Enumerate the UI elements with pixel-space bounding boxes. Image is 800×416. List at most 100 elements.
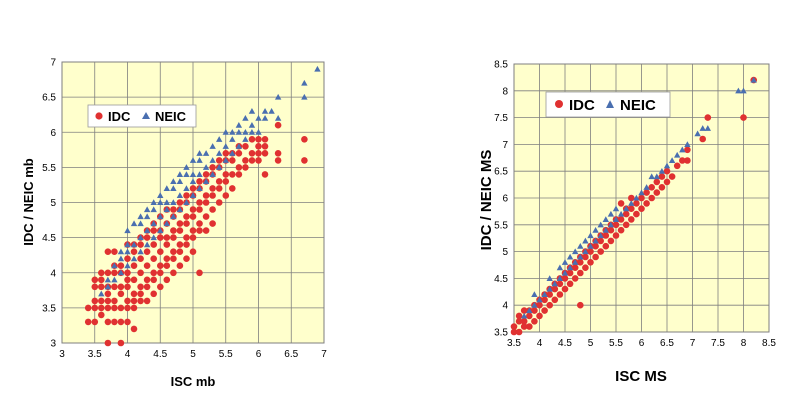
ms-neic-point [623,205,630,212]
mb-idc-point [111,269,118,277]
mb-idc-point [163,234,171,241]
mb-idc-point [242,157,249,164]
ms-y-tick-label: 4.5 [494,274,508,285]
mb-neic-point [255,129,262,135]
mb-idc-series [84,121,308,347]
mb-legend-idc-marker [95,112,103,120]
mb-idc-point [91,297,99,305]
mb-idc-point [183,192,190,199]
ms-idc-point [587,259,594,266]
mb-idc-point [98,276,105,284]
ms-neic-point [556,264,564,271]
mb-idc-point [222,171,230,178]
mb-neic-point [301,79,308,86]
mb-neic-point [301,93,308,100]
mb-idc-point [222,192,230,199]
ms-idc-point [526,312,533,320]
ms-x-tick-label: 5 [588,338,594,349]
mb-idc-point [91,283,99,291]
ms-neic-point [653,173,660,180]
ms-x-tick-label: 3.5 [507,338,521,349]
mb-neic-point [130,241,138,248]
ms-idc-point [592,253,599,261]
mb-neic-point [124,227,131,234]
ms-neic-point [587,243,594,249]
ms-idc-point [617,216,625,223]
mb-neic-point [242,136,249,142]
mb-idc-point [189,206,197,213]
mb-neic-point [222,129,229,135]
ms-idc-point [684,146,691,154]
ms-neic-point [607,221,615,228]
mb-idc-point [150,255,157,262]
mb-neic-point [157,213,164,220]
mb-x-axis-label: ISC mb [171,374,216,389]
mb-y-tick-labels: 3 3.5 4 4.5 5 5.5 6 6.5 7 [42,58,56,350]
ms-idc-point [643,200,650,207]
mb-neic-point [209,143,216,149]
mb-idc-point [143,297,151,305]
ms-idc-point [582,264,589,272]
mb-idc-point [170,269,177,277]
ms-idc-point [556,280,564,288]
ms-idc-point [663,178,671,186]
mb-idc-point [196,206,203,213]
mb-idc-point [163,262,171,270]
mb-x-tick-label: 7 [321,349,327,360]
mb-idc-point [137,269,144,277]
mb-idc-point [150,227,157,234]
ms-legend-neic-marker [606,100,614,108]
mb-x-tick-label: 4.5 [153,349,167,360]
ms-idc-point [520,307,528,314]
mb-neic-point [157,227,164,234]
mb-idc-point [111,297,118,305]
mb-neic-point [189,171,197,177]
mb-idc-point [235,150,243,157]
mb-idc-point [189,248,197,255]
ms-idc-point [633,210,640,218]
ms-idc-point [638,194,645,202]
mb-idc-point [229,185,236,192]
mb-neic-point [170,178,177,184]
mb-idc-point [104,248,112,255]
mb-idc-point [255,136,262,143]
mb-idc-point [137,255,144,262]
ms-idc-point [612,221,620,229]
ms-neic-point [541,291,548,298]
mb-neic-point [117,255,125,262]
mb-idc-point [124,283,131,291]
mb-neic-point [124,248,131,255]
ms-neic-point [561,269,569,276]
mb-neic-point [104,276,112,283]
mb-idc-point [176,241,184,248]
mb-neic-series [98,65,321,297]
mb-idc-point [137,241,144,248]
mb-neic-point [242,129,249,135]
mb-neic-point [170,185,177,192]
mb-idc-point [222,150,230,157]
ms-x-axis-label: ISC MS [615,368,667,385]
mb-idc-point [196,220,203,227]
ms-idc-point [653,189,661,196]
mb-neic-point [170,213,177,220]
mb-idc-point [117,318,125,326]
mb-idc-point [98,304,105,312]
mb-neic-point [261,107,269,114]
mb-idc-point [196,178,203,185]
mb-idc-point [91,318,99,326]
ms-neic-point [612,205,620,212]
mb-idc-point [137,297,144,305]
ms-neic-point [566,264,574,271]
ms-idc-point [526,323,533,330]
mb-idc-point [137,290,144,298]
ms-neic-point [740,87,747,94]
mb-neic-point [222,157,229,163]
mb-neic-point [235,129,243,135]
mb-neic-point [229,136,236,142]
mb-idc-point [150,290,157,298]
mb-idc-point [189,227,197,234]
ms-neic-point [531,291,538,298]
mb-x-tick-label: 5 [190,349,196,360]
ms-x-tick-label: 4.5 [558,338,572,349]
mb-neic-point [137,248,144,255]
